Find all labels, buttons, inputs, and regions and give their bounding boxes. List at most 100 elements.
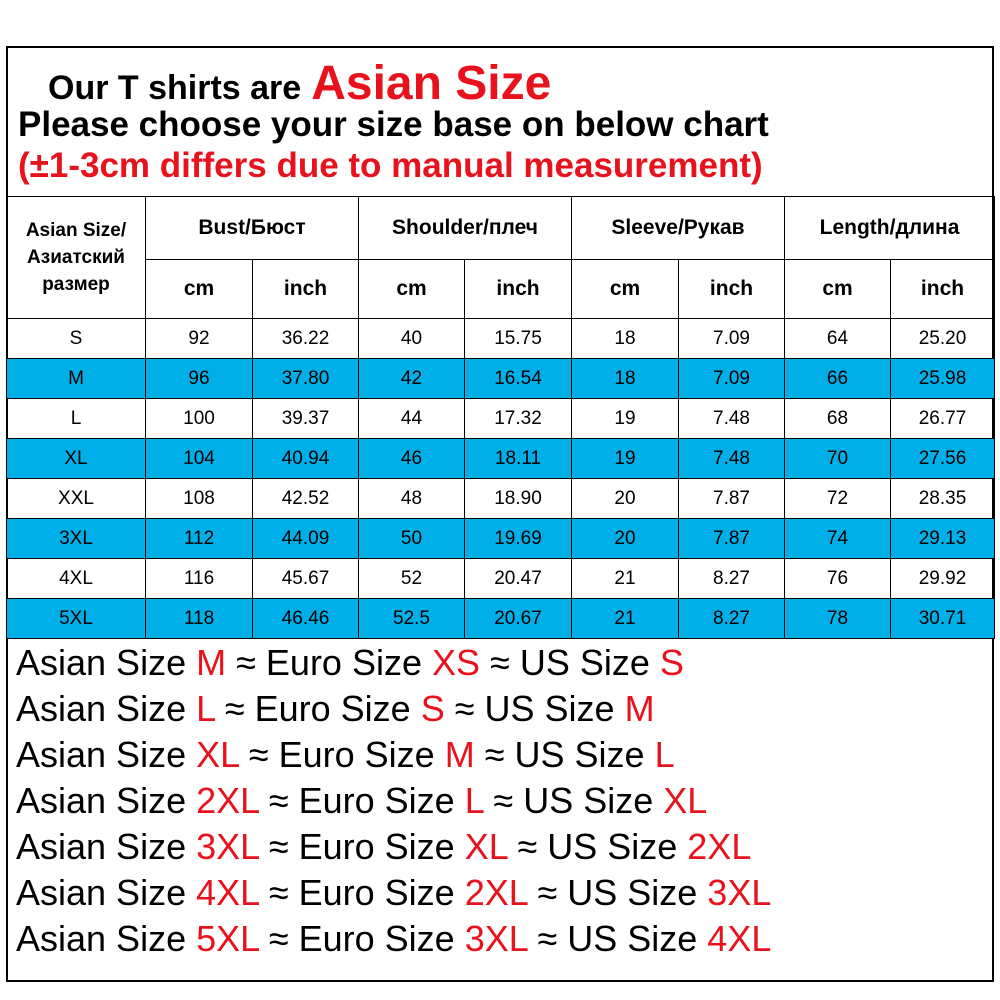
measurement-cell: 18 (571, 358, 679, 399)
approx-symbol: ≈ (537, 918, 558, 959)
asian-size-label: Asian Size (16, 688, 187, 729)
measurement-cell: 104 (145, 438, 253, 479)
us-size-value: M (624, 688, 655, 729)
conversion-line: Asian Size 3XL ≈ Euro Size XL ≈ US Size … (16, 824, 986, 870)
unit-cm: cm (358, 259, 465, 319)
asian-size-label: Asian Size (16, 780, 187, 821)
table-row: XXL 108 42.52 48 18.90 20 7.87 72 28.35 (6, 478, 996, 519)
euro-size-value: 3XL (464, 918, 528, 959)
euro-size-label: Euro Size (254, 688, 411, 729)
euro-size-value: M (444, 734, 475, 775)
approx-symbol: ≈ (454, 688, 475, 729)
measurement-cell: 21 (571, 558, 679, 599)
measurement-cell: 116 (145, 558, 253, 599)
approx-symbol: ≈ (236, 642, 256, 683)
measurement-cell: 45.67 (252, 558, 359, 599)
conversion-line: Asian Size 5XL ≈ Euro Size 3XL ≈ US Size… (16, 916, 986, 962)
conversion-line: Asian Size XL ≈ Euro Size M ≈ US Size L (16, 732, 986, 778)
measurement-cell: 44 (358, 398, 465, 439)
unit-inch: inch (889, 259, 996, 319)
measurement-cell: 7.48 (678, 438, 785, 479)
measurement-cell: 72 (784, 478, 891, 519)
measurement-cell: 108 (145, 478, 253, 519)
size-cell: 4XL (6, 558, 146, 599)
measurement-cell: 7.87 (678, 478, 785, 519)
size-cell: S (6, 318, 146, 359)
notice-highlight: Asian Size (311, 57, 552, 110)
shoulder-header: Shoulder/плеч (358, 196, 572, 260)
asian-size-value: M (196, 642, 227, 683)
measurement-cell: 64 (784, 318, 891, 359)
conversion-line: Asian Size L ≈ Euro Size S ≈ US Size M (16, 686, 986, 732)
unit-cm: cm (145, 259, 253, 319)
size-cell: 3XL (6, 518, 146, 559)
approx-symbol: ≈ (490, 642, 510, 683)
euro-size-value: 2XL (464, 872, 528, 913)
sleeve-header: Sleeve/Рукав (571, 196, 785, 260)
euro-size-value: XS (432, 642, 481, 683)
measurement-cell: 40 (358, 318, 465, 359)
measurement-cell: 28.35 (889, 478, 996, 519)
approx-symbol: ≈ (517, 826, 538, 867)
table-row: XL 104 40.94 46 18.11 19 7.48 70 27.56 (6, 438, 996, 479)
conversion-line: Asian Size 4XL ≈ Euro Size 2XL ≈ US Size… (16, 870, 986, 916)
us-size-label: US Size (519, 642, 650, 683)
us-size-value: L (654, 734, 675, 775)
asian-size-value: 5XL (196, 918, 259, 959)
euro-size-label: Euro Size (298, 918, 455, 959)
measurement-cell: 19 (571, 438, 679, 479)
table-row: 3XL 112 44.09 50 19.69 20 7.87 74 29.13 (6, 518, 996, 559)
approx-symbol: ≈ (493, 780, 514, 821)
length-header: Length/длина (783, 196, 996, 260)
table-row: S 92 36.22 40 15.75 18 7.09 64 25.20 (6, 318, 996, 359)
measurement-cell: 70 (784, 438, 891, 479)
approx-symbol: ≈ (484, 734, 505, 775)
approx-symbol: ≈ (268, 918, 289, 959)
measurement-cell: 29.92 (889, 558, 996, 599)
chart-header: Our T shirts are Asian Size Please choose… (8, 48, 992, 198)
measurement-cell: 52.5 (358, 598, 465, 639)
asian-size-value: L (196, 688, 215, 729)
asian-size-value: 2XL (196, 780, 259, 821)
measurement-cell: 16.54 (464, 358, 572, 399)
size-cell: XXL (6, 478, 146, 519)
measurement-note: (±1-3cm differs due to manual measuremen… (18, 146, 763, 185)
asian-size-value: XL (196, 734, 239, 775)
measurement-cell: 29.13 (889, 518, 996, 559)
measurement-cell: 26.77 (889, 398, 996, 439)
unit-inch: inch (678, 259, 785, 319)
measurement-cell: 37.80 (252, 358, 359, 399)
measurement-cell: 7.48 (678, 398, 785, 439)
us-size-value: 2XL (687, 826, 752, 867)
euro-size-value: S (420, 688, 445, 729)
us-size-label: US Size (567, 918, 698, 959)
table-row: 5XL 118 46.46 52.5 20.67 21 8.27 78 30.71 (6, 598, 996, 639)
size-column-header: Asian Size/Азиатский размер (6, 196, 146, 319)
approx-symbol: ≈ (248, 734, 269, 775)
us-size-value: S (659, 642, 684, 683)
instruction-text: Please choose your size base on below ch… (18, 105, 769, 144)
measurement-cell: 44.09 (252, 518, 359, 559)
euro-size-label: Euro Size (298, 780, 455, 821)
asian-size-value: 4XL (196, 872, 259, 913)
measurement-cell: 18 (571, 318, 679, 359)
measurement-cell: 100 (145, 398, 253, 439)
size-table: Asian Size/Азиатский размер Bust/Бюст Sh… (6, 196, 996, 639)
approx-symbol: ≈ (268, 826, 289, 867)
measurement-cell: 48 (358, 478, 465, 519)
measurement-cell: 7.09 (678, 358, 785, 399)
asian-size-label: Asian Size (16, 642, 187, 683)
measurement-cell: 112 (145, 518, 253, 559)
measurement-cell: 66 (784, 358, 891, 399)
measurement-cell: 21 (571, 598, 679, 639)
us-size-label: US Size (484, 688, 615, 729)
conversion-line: Asian Size M ≈ Euro Size XS ≈ US Size S (16, 640, 986, 686)
conversion-line: Asian Size 2XL ≈ Euro Size L ≈ US Size X… (16, 778, 986, 824)
size-cell: XL (6, 438, 146, 479)
euro-size-label: Euro Size (278, 734, 435, 775)
measurement-cell: 20 (571, 478, 679, 519)
measurement-cell: 15.75 (464, 318, 572, 359)
measurement-cell: 52 (358, 558, 465, 599)
measurement-cell: 20 (571, 518, 679, 559)
